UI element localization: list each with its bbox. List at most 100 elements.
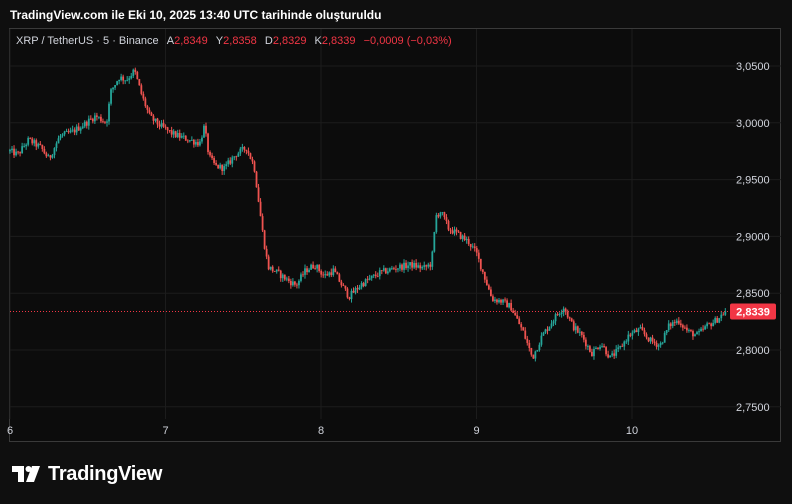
candle-body (720, 314, 723, 319)
candle-body (249, 153, 252, 159)
footer: TradingView (12, 462, 162, 486)
candle-body (700, 328, 702, 332)
candle-body (11, 148, 13, 151)
candle-body (346, 288, 349, 298)
candle-body (271, 266, 274, 272)
candle-body (722, 314, 725, 316)
candle-body (267, 256, 270, 270)
candle-body (589, 346, 591, 352)
candle-body (395, 268, 397, 270)
candle-body (19, 152, 22, 154)
candle-body (283, 274, 286, 280)
candle-body (633, 330, 636, 333)
candle-body (73, 129, 76, 133)
candle-body (542, 332, 545, 336)
candle-body (694, 334, 696, 337)
candle-body (560, 312, 563, 315)
candle-body (81, 126, 84, 129)
candle-body (172, 131, 175, 135)
candle-body (209, 151, 211, 156)
candle-body (621, 345, 624, 347)
candle-body (504, 299, 506, 301)
candle-body (516, 315, 519, 319)
candle-body (712, 322, 715, 327)
candle-body (298, 280, 300, 286)
candle-body (350, 290, 353, 300)
candles-group (9, 67, 727, 362)
candle-body (500, 299, 502, 303)
candle-body (669, 323, 672, 327)
candle-body (435, 215, 438, 233)
candle-body (356, 288, 359, 290)
candle-body (437, 215, 440, 217)
candle-body (605, 347, 607, 355)
candle-body (285, 278, 288, 280)
candle-body (706, 323, 709, 327)
candle-body (615, 348, 618, 356)
candle-body (546, 329, 549, 331)
candle-body (114, 85, 116, 88)
candle-body (275, 269, 278, 272)
y-tick-label: 2,9500 (736, 175, 770, 187)
x-tick-label: 8 (318, 425, 324, 437)
candle-body (659, 343, 662, 346)
candle-body (116, 81, 118, 86)
candle-body (87, 118, 90, 126)
candle-body (98, 116, 100, 118)
candle-body (178, 132, 181, 138)
open-label: A (166, 35, 175, 47)
candle-body (613, 353, 616, 356)
candle-body (314, 268, 317, 270)
candle-body (199, 141, 201, 146)
candle-body (471, 246, 474, 248)
candle-body (53, 148, 56, 156)
candle-body (43, 148, 46, 154)
candle-body (104, 121, 106, 123)
candle-body (49, 155, 52, 158)
candle-body (568, 317, 571, 319)
candle-body (487, 285, 490, 290)
candle-body (47, 155, 50, 157)
symbol-label[interactable]: XRP / TetherUS · 5 · Binance (16, 35, 159, 47)
candle-body (526, 338, 529, 343)
candle-body (479, 258, 482, 270)
candle-body (27, 137, 30, 145)
close-label: K (314, 35, 322, 47)
candle-body (528, 342, 531, 348)
candle-body (21, 146, 24, 154)
candle-body (380, 270, 383, 271)
candle-body (340, 281, 343, 286)
candle-body (281, 274, 284, 279)
candle-body (576, 326, 579, 333)
candle-body (593, 349, 595, 357)
candle-body (429, 264, 432, 267)
candle-body (617, 347, 620, 349)
candle-body (192, 139, 195, 145)
candle-body (326, 274, 329, 276)
candle-body (582, 334, 585, 340)
candle-body (566, 311, 569, 318)
chart-pane[interactable] (9, 28, 781, 442)
candle-body (657, 345, 660, 347)
candle-body (23, 146, 26, 147)
candle-body (601, 346, 603, 347)
candle-body (714, 318, 717, 323)
y-tick-label: 3,0000 (736, 118, 770, 130)
tradingview-logo-icon (12, 466, 40, 482)
candle-body (704, 326, 706, 330)
candle-body (671, 322, 674, 327)
candle-body (265, 248, 268, 257)
candle-body (229, 160, 232, 164)
candle-body (273, 271, 276, 272)
candle-body (35, 140, 38, 147)
candle-body (148, 109, 151, 113)
candle-body (578, 331, 581, 333)
candle-body (702, 328, 704, 330)
candle-body (475, 248, 478, 253)
candle-body (203, 125, 205, 138)
candle-body (623, 341, 626, 347)
candle-body (540, 335, 543, 345)
candle-body (688, 330, 690, 332)
candle-body (364, 279, 367, 287)
